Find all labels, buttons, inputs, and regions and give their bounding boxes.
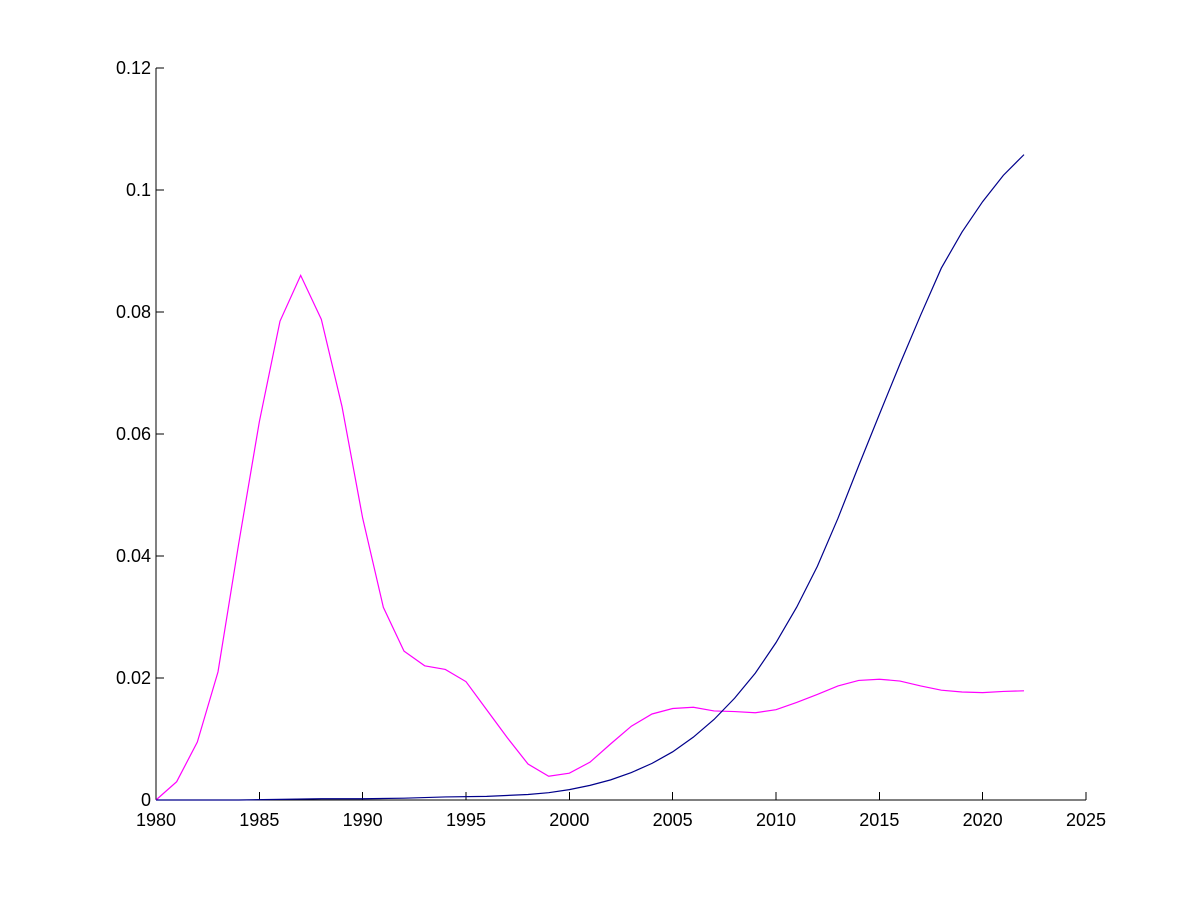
y-tick-label: 0.12 [116, 58, 151, 78]
x-tick-label: 2000 [549, 810, 589, 830]
x-tick-label: 1995 [446, 810, 486, 830]
y-tick-label: 0.08 [116, 302, 151, 322]
x-tick-label: 1980 [136, 810, 176, 830]
x-tick-label: 1985 [239, 810, 279, 830]
y-tick-label: 0.1 [126, 180, 151, 200]
x-tick-label: 2025 [1066, 810, 1106, 830]
x-tick-label: 2015 [859, 810, 899, 830]
x-tick-label: 2010 [756, 810, 796, 830]
y-tick-label: 0 [141, 790, 151, 810]
y-ticks: 0 0.02 0.04 0.06 0.08 0.1 0.12 [116, 58, 164, 810]
x-tick-label: 2005 [653, 810, 693, 830]
x-tick-label: 1990 [343, 810, 383, 830]
series-layer [155, 154, 1025, 801]
series-line-2 [156, 154, 1025, 801]
y-tick-label: 0.02 [116, 668, 151, 688]
series-line-1 [155, 273, 1025, 801]
x-tick-label: 2020 [963, 810, 1003, 830]
x-ticks: 1980 1985 1990 1995 2000 2005 2010 2015 2020 2025 [136, 792, 1106, 830]
y-tick-label: 0.04 [116, 546, 151, 566]
y-tick-label: 0.06 [116, 424, 151, 444]
